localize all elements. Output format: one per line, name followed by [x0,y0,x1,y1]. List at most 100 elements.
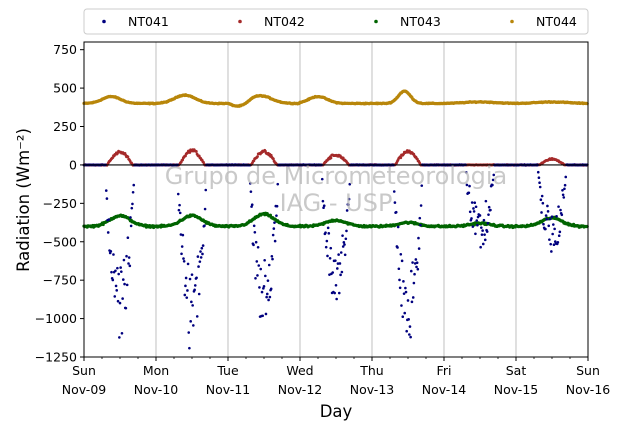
nt041-point [341,234,344,237]
nt041-point [252,224,256,228]
x-tick-label-date: Nov-11 [206,382,250,397]
nt041-point [334,259,337,262]
nt041-point [343,253,347,257]
nt041-point [201,244,205,247]
nt041-point [272,227,276,230]
nt042-point [256,155,259,158]
nt041-point [560,213,564,217]
nt041-point [331,271,335,274]
nt041-point [408,333,411,336]
nt041-point [271,257,274,261]
nt041-point [335,297,338,301]
nt041-point [120,270,123,273]
nt041-point [540,211,543,214]
nt041-point [470,217,473,220]
nt041-point [118,336,121,339]
nt042-point [399,156,403,160]
nt041-point [546,210,550,213]
watermark-line-1: Grupo de Micrometeorologia [165,162,507,190]
nt041-point [398,278,401,282]
nt041-point [129,216,132,219]
x-tick-label-day: Fri [437,363,452,378]
nt041-point [117,272,120,276]
nt041-point [483,238,487,242]
nt041-point [131,190,135,194]
nt041-point [121,297,124,300]
nt041-point [275,214,278,217]
nt041-point [187,331,191,334]
nt041-point [487,205,491,209]
nt041-point [131,202,134,206]
nt041-point [105,197,109,200]
nt041-point [476,223,479,227]
nt041-point [125,283,129,287]
nt041-point [110,270,113,274]
nt041-point [259,267,263,271]
nt041-point [470,201,474,204]
nt041-point [321,199,325,203]
nt041-point [475,219,479,222]
x-tick-label-date: Nov-14 [422,382,467,397]
nt042-point [271,157,275,161]
nt041-point [555,214,558,218]
nt041-point [326,254,329,258]
nt041-point [181,233,185,237]
x-axis: Sun Nov-09 Mon Nov-10 Tue Nov-11 Wed Nov-12 Thu N… [62,357,610,397]
nt041-point [267,263,271,267]
nt041-point [544,227,547,231]
nt041-point [420,184,424,187]
nt041-point [115,289,119,292]
nt041-point [472,207,475,210]
nt041-point [263,258,266,262]
nt041-point [269,287,273,291]
nt041-point [557,234,561,237]
nt041-point [265,295,268,299]
watermark-line-2: IAG - USP [280,189,393,217]
nt041-point [537,176,541,179]
nt041-point [123,282,126,286]
nt041-point [334,283,338,287]
nt041-point [467,191,471,195]
nt041-point [419,204,423,207]
nt041-point [264,274,267,278]
legend-box [83,8,589,35]
nt041-point [549,242,552,246]
nt041-point [116,299,120,303]
nt041-point [177,208,181,212]
nt041-point [199,256,203,259]
legend-marker [102,19,106,24]
nt041-point [273,239,277,243]
nt041-point [563,187,566,191]
nt041-point [104,189,108,192]
nt041-point [417,247,421,250]
nt041-point [550,250,553,253]
nt041-point [106,231,110,234]
nt041-point [336,262,340,265]
nt041-point [262,287,265,290]
nt041-point [130,206,134,210]
nt041-point [556,240,560,244]
nt041-point [413,262,417,265]
nt041-point [129,224,133,228]
x-tick-label-day: Tue [216,363,239,378]
nt041-point [396,225,400,229]
nt041-point [561,188,564,192]
nt041-point [256,274,259,277]
nt041-point [480,226,483,229]
nt041-point [179,233,183,236]
nt041-point [468,184,471,188]
nt041-point [322,204,326,207]
nt041-point [484,199,488,203]
nt041-point [178,211,182,215]
nt041-point [114,284,118,288]
nt041-point [265,292,269,296]
nt041-point [553,227,556,231]
y-tick-label: 250 [53,119,77,134]
nt041-point [405,329,408,333]
nt041-point [132,183,136,187]
nt041-point [410,300,414,304]
nt041-point [480,233,484,236]
nt041-point [402,292,406,295]
nt042-point [188,151,192,154]
